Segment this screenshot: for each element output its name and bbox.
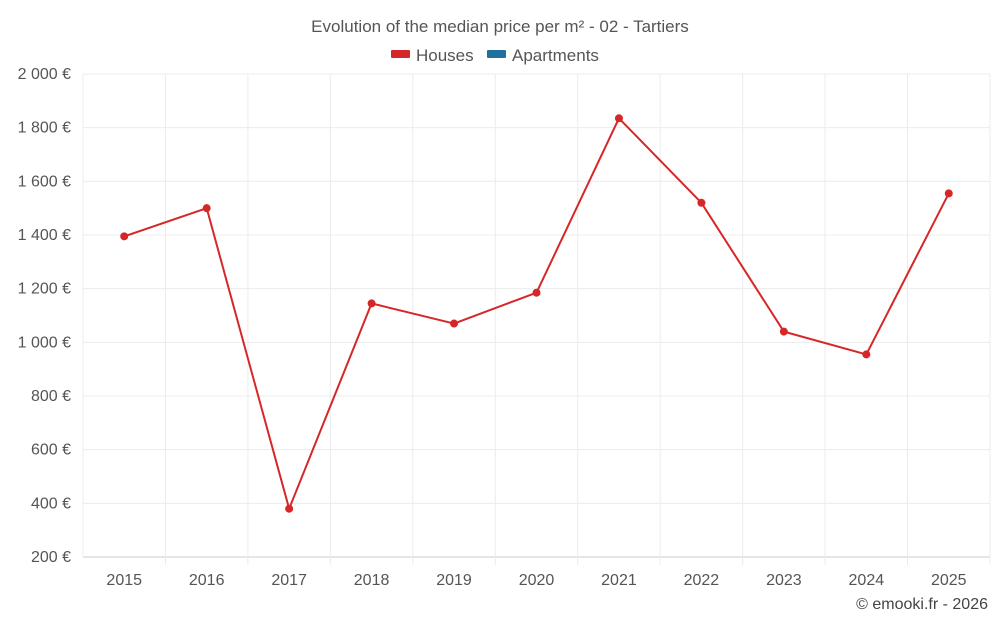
data-point-houses-2022[interactable] xyxy=(697,198,706,207)
x-tick-label: 2020 xyxy=(519,572,555,589)
x-tick-label: 2021 xyxy=(601,572,637,589)
x-axis-ticks: 2015 2016 2017 2018 2019 2020 2021 2022 2023 2024… xyxy=(106,572,966,589)
data-point-houses-2025[interactable] xyxy=(944,189,953,198)
gridlines xyxy=(82,73,991,565)
legend-swatch-apartments xyxy=(487,50,506,58)
data-point-houses-2024[interactable] xyxy=(862,350,871,359)
data-point-houses-2023[interactable] xyxy=(779,327,788,336)
y-tick-label: 200 € xyxy=(31,549,71,566)
data-point-houses-2015[interactable] xyxy=(120,232,129,241)
legend: Houses Apartments xyxy=(391,46,599,65)
x-tick-label: 2019 xyxy=(436,572,472,589)
y-tick-label: 1 800 € xyxy=(18,120,71,137)
chart-title: Evolution of the median price per m² - 0… xyxy=(311,17,689,36)
y-tick-label: 1 600 € xyxy=(18,173,71,190)
x-tick-label: 2022 xyxy=(684,572,720,589)
y-tick-label: 2 000 € xyxy=(18,66,71,83)
x-tick-label: 2015 xyxy=(106,572,142,589)
legend-item-houses[interactable]: Houses xyxy=(391,46,474,65)
series-houses xyxy=(120,114,953,513)
x-tick-label: 2016 xyxy=(189,572,225,589)
x-tick-label: 2018 xyxy=(354,572,390,589)
y-axis-ticks: 200 € 400 € 600 € 800 € 1 000 € 1 200 € 1 400 … xyxy=(18,66,71,566)
data-point-houses-2019[interactable] xyxy=(450,319,459,328)
y-tick-label: 800 € xyxy=(31,388,71,405)
y-tick-label: 600 € xyxy=(31,442,71,459)
data-point-houses-2018[interactable] xyxy=(367,299,376,308)
data-point-houses-2017[interactable] xyxy=(285,504,294,513)
data-point-houses-2020[interactable] xyxy=(532,288,541,297)
legend-item-apartments[interactable]: Apartments xyxy=(487,46,599,65)
y-tick-label: 400 € xyxy=(31,495,71,512)
legend-swatch-houses xyxy=(391,50,410,58)
y-tick-label: 1 400 € xyxy=(18,227,71,244)
data-point-houses-2016[interactable] xyxy=(202,204,211,213)
credit-text: © emooki.fr - 2026 xyxy=(856,596,988,613)
x-tick-label: 2017 xyxy=(271,572,307,589)
data-point-houses-2021[interactable] xyxy=(614,114,623,123)
y-tick-label: 1 200 € xyxy=(18,281,71,298)
legend-label-houses: Houses xyxy=(416,46,474,65)
y-tick-label: 1 000 € xyxy=(18,334,71,351)
legend-label-apartments: Apartments xyxy=(512,46,599,65)
x-tick-label: 2023 xyxy=(766,572,802,589)
x-tick-label: 2025 xyxy=(931,572,967,589)
x-tick-label: 2024 xyxy=(849,572,885,589)
